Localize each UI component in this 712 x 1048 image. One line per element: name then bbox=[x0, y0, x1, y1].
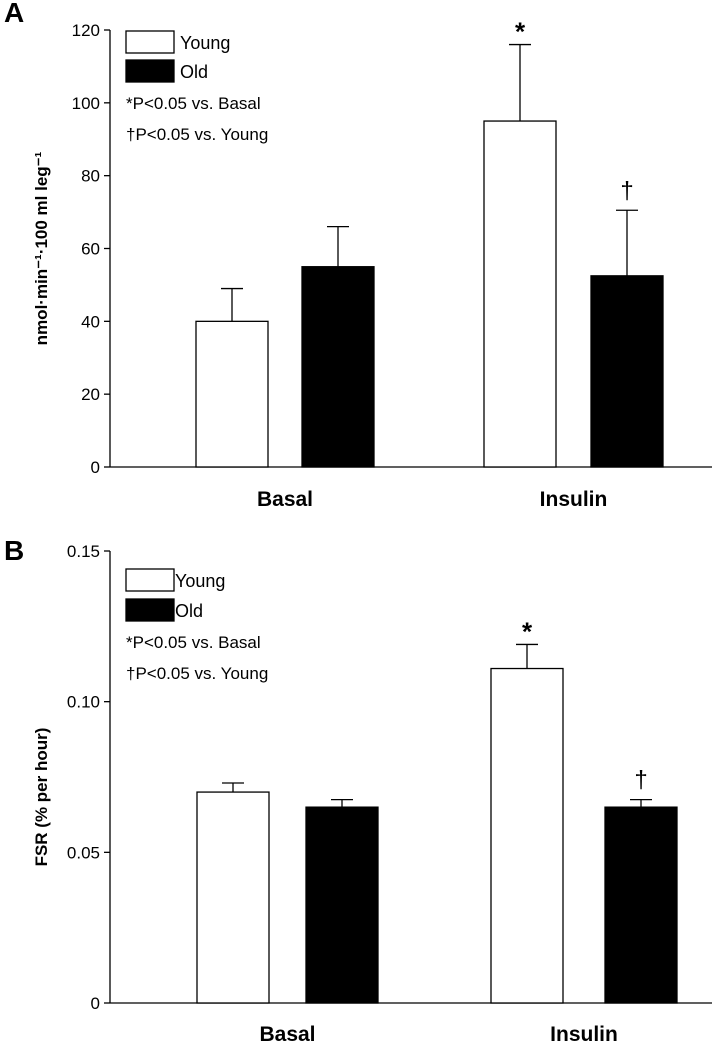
significance-marker: † bbox=[634, 767, 647, 794]
y-tick-label: 0 bbox=[91, 994, 100, 1013]
category-label: Basal bbox=[257, 488, 313, 511]
significance-marker: † bbox=[620, 177, 633, 204]
y-tick-label: 120 bbox=[72, 21, 100, 40]
legend-label-young: Young bbox=[175, 571, 225, 591]
legend-label-old: Old bbox=[180, 62, 208, 82]
significance-marker: * bbox=[515, 17, 526, 47]
panel-b: B 0 0.05 0.10 0.15 FSR (% per hour) Basal Insul… bbox=[4, 535, 712, 1046]
significance-marker: * bbox=[522, 616, 533, 646]
panel-a: A 0 20 40 60 80 100 120 nmol·min⁻¹·100 ml leg⁻¹ B… bbox=[4, 0, 712, 511]
bar-young-insulin bbox=[483, 120, 557, 468]
y-tick-label: 0 bbox=[91, 458, 100, 477]
y-axis-label: nmol·min⁻¹·100 ml leg⁻¹ bbox=[32, 151, 51, 345]
legend-swatch-young bbox=[125, 568, 175, 592]
legend-label-old: Old bbox=[175, 601, 203, 621]
legend-label-young: Young bbox=[180, 33, 230, 53]
category-label: Insulin bbox=[550, 1023, 618, 1046]
bar-old-insulin bbox=[590, 275, 664, 468]
legend-swatch-old bbox=[125, 598, 175, 622]
y-tick-label: 60 bbox=[81, 240, 100, 259]
bar-young-basal bbox=[196, 791, 270, 1004]
y-tick-label: 0.10 bbox=[67, 693, 100, 712]
bar-old-basal bbox=[305, 806, 379, 1004]
y-axis-label: FSR (% per hour) bbox=[32, 728, 51, 867]
note-basal: *P<0.05 vs. Basal bbox=[126, 94, 261, 113]
y-tick-label: 0.15 bbox=[67, 542, 100, 561]
panel-letter: B bbox=[4, 535, 24, 566]
bar-young-basal bbox=[195, 320, 269, 468]
y-tick-label: 40 bbox=[81, 312, 100, 331]
note-basal: *P<0.05 vs. Basal bbox=[126, 633, 261, 652]
note-young: †P<0.05 vs. Young bbox=[126, 664, 268, 683]
bar-old-insulin bbox=[604, 806, 678, 1004]
y-tick-label: 100 bbox=[72, 94, 100, 113]
legend-swatch-old bbox=[125, 59, 175, 83]
category-label: Basal bbox=[259, 1023, 315, 1046]
note-young: †P<0.05 vs. Young bbox=[126, 125, 268, 144]
y-tick-label: 0.05 bbox=[67, 843, 100, 862]
legend-swatch-young bbox=[125, 30, 175, 54]
y-tick-label: 80 bbox=[81, 167, 100, 186]
bar-old-basal bbox=[301, 266, 375, 468]
category-label: Insulin bbox=[540, 488, 608, 511]
panel-letter: A bbox=[4, 0, 24, 28]
bar-young-insulin bbox=[490, 667, 564, 1004]
y-tick-label: 20 bbox=[81, 385, 100, 404]
